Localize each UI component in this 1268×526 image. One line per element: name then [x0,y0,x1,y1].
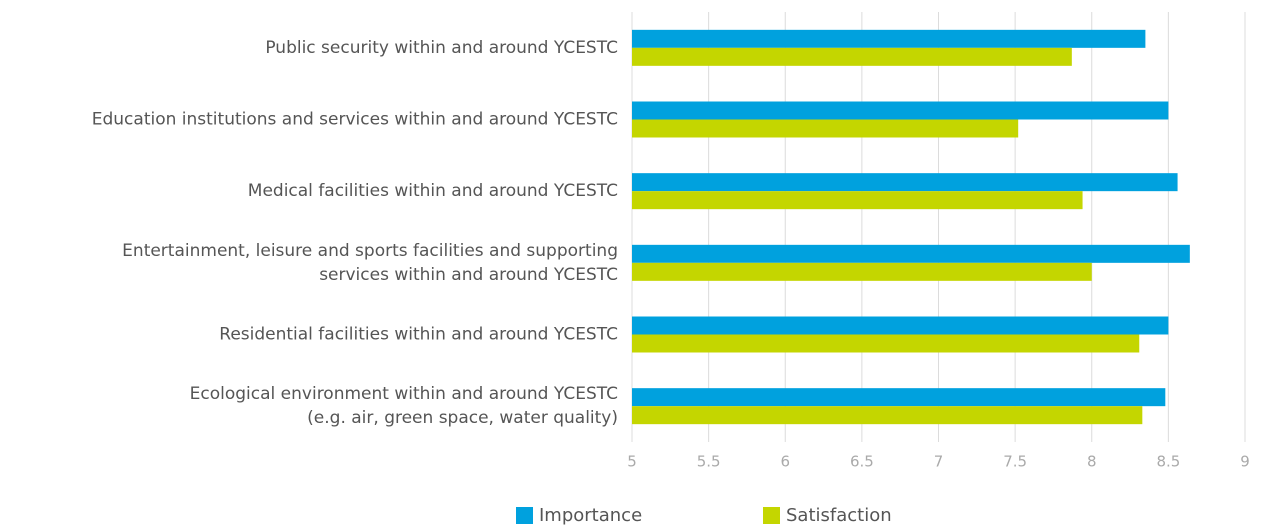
bar [632,101,1169,120]
bar [632,173,1178,192]
bar [632,406,1143,425]
x-tick-label: 6 [780,453,790,471]
x-tick-label: 7 [934,453,944,471]
bar [632,262,1092,281]
legend-label: Importance [539,505,642,526]
legend-swatch [763,507,780,524]
bar [632,191,1083,210]
bar [632,47,1072,66]
category-label: Medical facilities within and around YCE… [248,181,618,201]
bar [632,316,1169,335]
x-tick-label: 8.5 [1156,453,1180,471]
bar [632,119,1019,138]
legend-swatch [516,507,533,524]
x-tick-label: 5.5 [697,453,721,471]
bar [632,334,1140,353]
bar [632,244,1190,263]
bar [632,388,1166,407]
x-tick-label: 7.5 [1003,453,1027,471]
x-tick-label: 6.5 [850,453,874,471]
category-label: Entertainment, leisure and sports facili… [122,241,618,285]
x-tick-label: 8 [1087,453,1097,471]
x-tick-label: 5 [627,453,637,471]
category-label: Public security within and around YCESTC [265,38,618,58]
category-label: Ecological environment within and around… [190,384,618,428]
category-label: Education institutions and services with… [92,110,618,130]
bar [632,29,1146,48]
x-tick-label: 9 [1240,453,1250,471]
legend-label: Satisfaction [786,505,892,526]
category-label: Residential facilities within and around… [219,325,618,345]
